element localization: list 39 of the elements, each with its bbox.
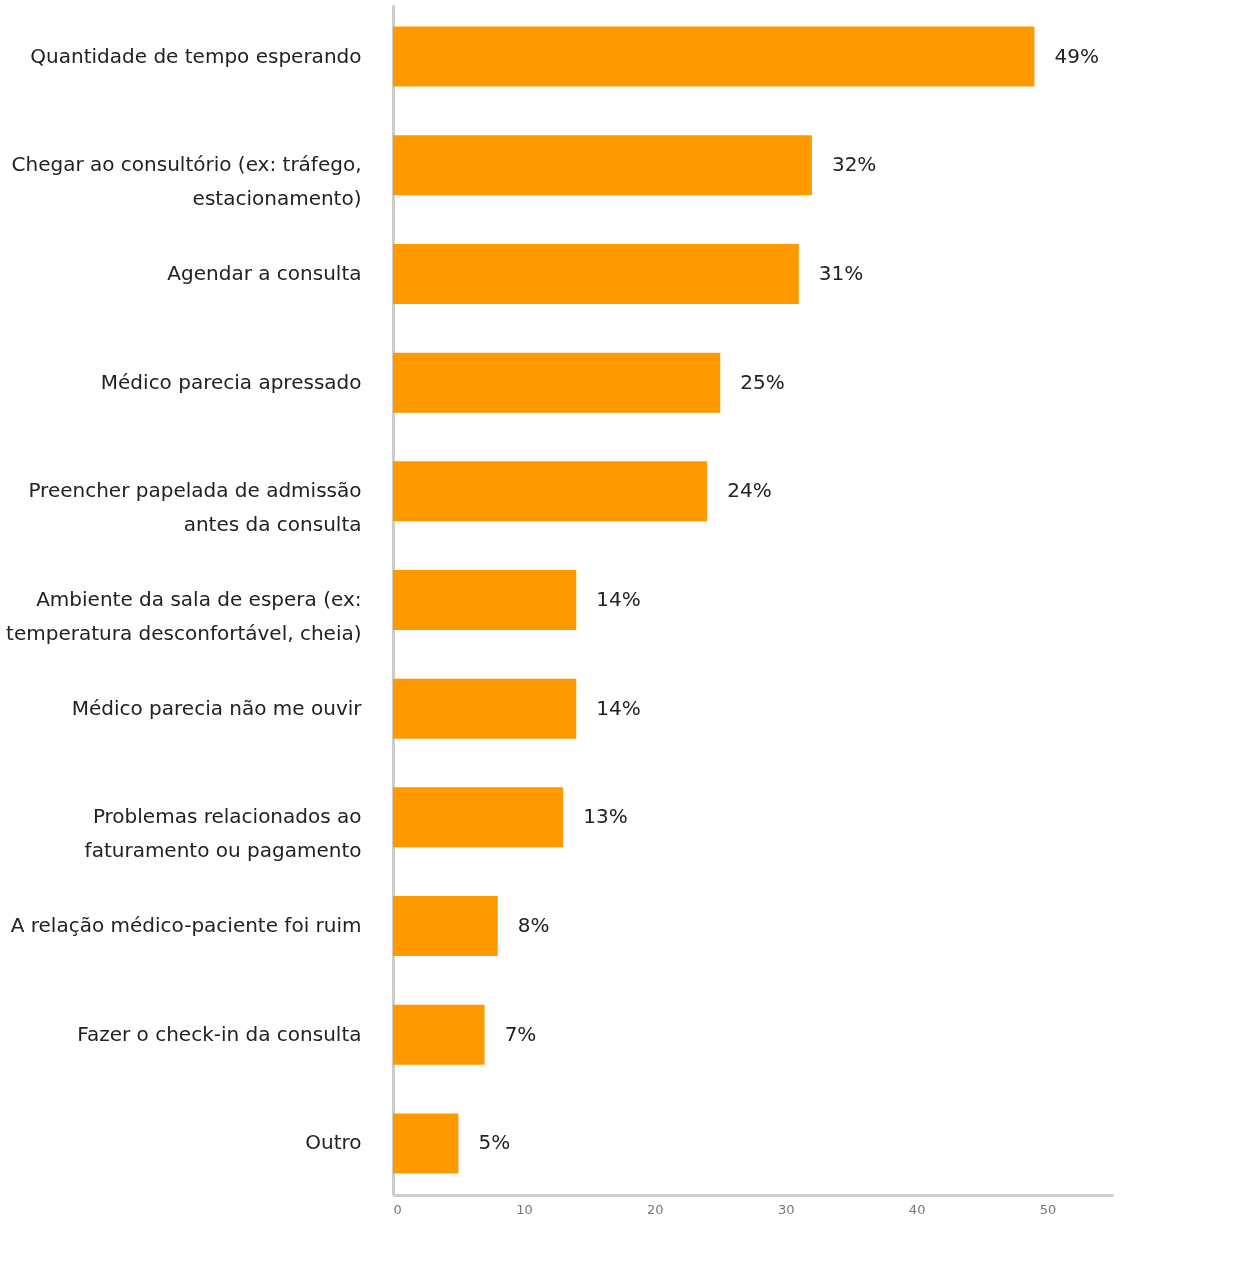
bar [393,243,799,304]
y-tick-label: Ambiente da sala de espera (ex: temperatura desconfortável, cheia) [6,587,362,645]
y-tick-label: Preencher papelada de admissão antes da consulta [28,478,362,537]
bar [393,26,1035,87]
y-tick-label: Outro [305,1130,362,1155]
y-tick-label: Agendar a consulta [167,260,362,285]
y-tick-label: Quantidade de tempo esperando [30,43,362,68]
bar [393,352,721,413]
bar [393,570,577,630]
y-tick-label: Médico parecia não me ouvir [71,695,363,720]
x-tick-label: 30 [777,1201,795,1217]
bar [393,678,577,739]
y-tick-label: A relação médico-paciente foi ruim [10,913,362,938]
data-label: 8% [517,913,550,938]
data-label: 7% [504,1021,537,1046]
x-tick-label: 10 [516,1201,533,1217]
data-label: 14% [596,587,641,611]
bar [393,896,498,957]
bar [393,787,564,848]
data-label: 49% [1054,43,1099,68]
bar [393,135,812,196]
data-label: 14% [596,695,641,720]
bar [393,1004,485,1065]
data-label: 24% [727,478,772,503]
y-tick-label: Médico parecia apressado [100,369,362,394]
data-label: 25% [740,369,785,394]
x-tick-label: 40 [908,1201,926,1217]
x-tick-label: 0 [393,1201,402,1217]
x-tick-label: 50 [1039,1201,1057,1217]
bar [393,1113,459,1174]
y-tick-label: Chegar ao consultório (ex: tráfego, estacionamento) [11,152,362,211]
data-label: 32% [831,152,877,177]
data-label: 13% [583,804,628,829]
data-label: 5% [478,1130,511,1155]
bar [393,461,708,522]
data-label: 31% [818,260,864,285]
y-tick-label: Problemas relacionados ao faturamento ou pagamento [84,804,362,863]
x-tick-label: 20 [647,1201,664,1217]
y-tick-label: Fazer o check-in da consulta [77,1021,362,1046]
